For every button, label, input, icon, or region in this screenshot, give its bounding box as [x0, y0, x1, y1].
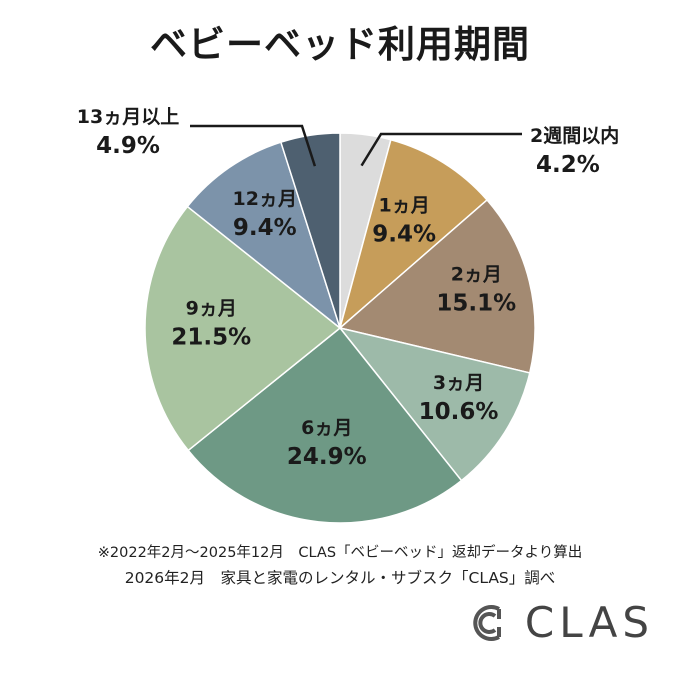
slice-value-label: 24.9% — [287, 444, 367, 470]
slice-value-label: 9.4% — [372, 222, 436, 248]
slice-label: 13ヵ月以上 — [77, 106, 179, 128]
leader-line — [190, 124, 317, 167]
slice-label: 2ヵ月 — [451, 263, 502, 285]
clas-logo-icon — [473, 604, 501, 641]
brand-name: CLAS — [524, 598, 654, 647]
data-source-note: ※2022年2月～2025年12月 CLAS「ベビーベッド」返却データより算出 — [97, 545, 583, 561]
leader-line — [360, 132, 522, 167]
survey-credit: 2026年2月 家具と家電のレンタル・サブスク「CLAS」調べ — [124, 569, 556, 587]
pie-slice — [338, 198, 536, 374]
pie-slice — [186, 141, 342, 331]
slice-label: 6ヵ月 — [301, 417, 352, 439]
pie-slice — [279, 132, 341, 329]
slice-label: 9ヵ月 — [186, 297, 237, 319]
brand-logo: CLAS — [469, 598, 654, 647]
pie-slice — [338, 326, 531, 482]
pie-slice — [144, 205, 342, 452]
slice-value-label: 4.9% — [96, 133, 160, 159]
slice-label: 12ヵ月 — [233, 188, 297, 210]
slice-value-label: 10.6% — [419, 399, 499, 425]
slice-label: 2週間以内 — [530, 124, 619, 147]
slice-value-label: 9.4% — [233, 215, 297, 241]
slice-label: 1ヵ月 — [379, 195, 430, 217]
slice-value-label: 15.1% — [436, 290, 516, 316]
chart-title: ベビーベッド利用期間 — [150, 23, 530, 66]
pie-slice — [338, 138, 489, 331]
slice-value-label: 4.2% — [536, 152, 600, 178]
slice-value-label: 21.5% — [171, 324, 251, 350]
pie-slice — [187, 326, 463, 524]
slice-label: 3ヵ月 — [433, 372, 484, 394]
